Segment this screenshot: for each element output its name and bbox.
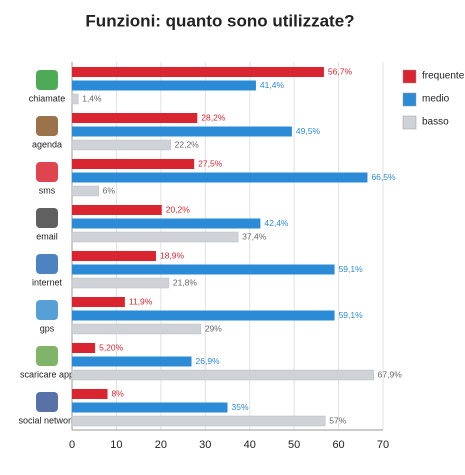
- bar: [72, 218, 261, 229]
- legend-swatch: [402, 115, 417, 130]
- value-label: 37,4%: [242, 231, 267, 241]
- value-label: 42,4%: [264, 218, 289, 228]
- value-label: 26,9%: [196, 356, 221, 366]
- value-label: 18,9%: [160, 250, 185, 260]
- bar: [72, 297, 125, 307]
- value-label: 20,2%: [166, 204, 191, 214]
- value-label: 8%: [112, 388, 125, 398]
- bar: [71, 185, 99, 197]
- value-label: 6%: [103, 185, 116, 195]
- x-tick-label: 30: [199, 439, 211, 451]
- category-icon: [36, 162, 58, 182]
- legend-swatch: [402, 92, 417, 107]
- bar: [71, 277, 170, 289]
- y-tick-label: email: [36, 231, 58, 241]
- legend-label: frequente: [422, 71, 465, 82]
- value-label: 11,9%: [129, 296, 153, 306]
- category-icon: [36, 346, 58, 366]
- bar: [72, 159, 195, 169]
- value-label: 66,5%: [371, 172, 396, 182]
- category-icon: [36, 116, 58, 136]
- category-icon: [36, 300, 58, 320]
- y-tick-label: sms: [39, 185, 56, 195]
- bar: [72, 172, 368, 183]
- bar: [72, 343, 96, 353]
- bar: [72, 402, 228, 413]
- bar: [72, 205, 162, 215]
- bar: [72, 356, 192, 367]
- x-tick-label: 40: [244, 439, 256, 451]
- y-tick-label: agenda: [32, 139, 62, 149]
- y-tick-label: social network: [18, 415, 76, 425]
- value-label: 49,5%: [296, 126, 321, 136]
- value-label: 67,9%: [378, 369, 403, 379]
- bar: [71, 369, 374, 381]
- x-tick-label: 70: [377, 439, 389, 451]
- bar: [71, 139, 171, 151]
- bar: [71, 415, 326, 427]
- value-label: 1,4%: [82, 93, 102, 103]
- chart-title: Funzioni: quanto sono utilizzate?: [85, 11, 354, 30]
- x-tick-label: 50: [288, 439, 300, 451]
- value-label: 21,8%: [173, 277, 198, 287]
- bar: [72, 310, 335, 321]
- value-label: 59,1%: [339, 310, 364, 320]
- y-tick-label: internet: [32, 277, 63, 287]
- x-tick-label: 0: [69, 439, 75, 451]
- bar: [72, 126, 292, 137]
- x-tick-label: 10: [110, 439, 122, 451]
- category-icon: [36, 392, 58, 412]
- y-tick-label: gps: [40, 323, 55, 333]
- y-tick-label: scaricare app: [20, 369, 74, 379]
- bar: [72, 251, 156, 261]
- bar: [71, 323, 202, 335]
- bar: [72, 67, 324, 77]
- value-label: 5,20%: [99, 342, 124, 352]
- value-label: 56,7%: [328, 66, 353, 76]
- bar: [72, 264, 335, 275]
- category-icon: [36, 70, 58, 90]
- x-tick-label: 20: [155, 439, 167, 451]
- bar: [72, 389, 108, 399]
- value-label: 22,2%: [175, 139, 200, 149]
- x-tick-label: 60: [332, 439, 344, 451]
- bar: [72, 113, 198, 123]
- legend-label: medio: [422, 94, 450, 105]
- legend-swatch: [402, 69, 417, 84]
- bar: [71, 93, 79, 105]
- value-label: 41,4%: [260, 80, 285, 90]
- bar: [71, 231, 239, 243]
- value-label: 35%: [232, 402, 249, 412]
- category-icon: [36, 254, 58, 274]
- y-tick-label: chiamate: [29, 93, 66, 103]
- legend-label: basso: [422, 117, 449, 128]
- value-label: 29%: [205, 323, 222, 333]
- value-label: 57%: [329, 415, 346, 425]
- value-label: 27,5%: [198, 158, 223, 168]
- bar: [72, 80, 256, 91]
- value-label: 28,2%: [201, 112, 226, 122]
- value-label: 59,1%: [339, 264, 364, 274]
- category-icon: [36, 208, 58, 228]
